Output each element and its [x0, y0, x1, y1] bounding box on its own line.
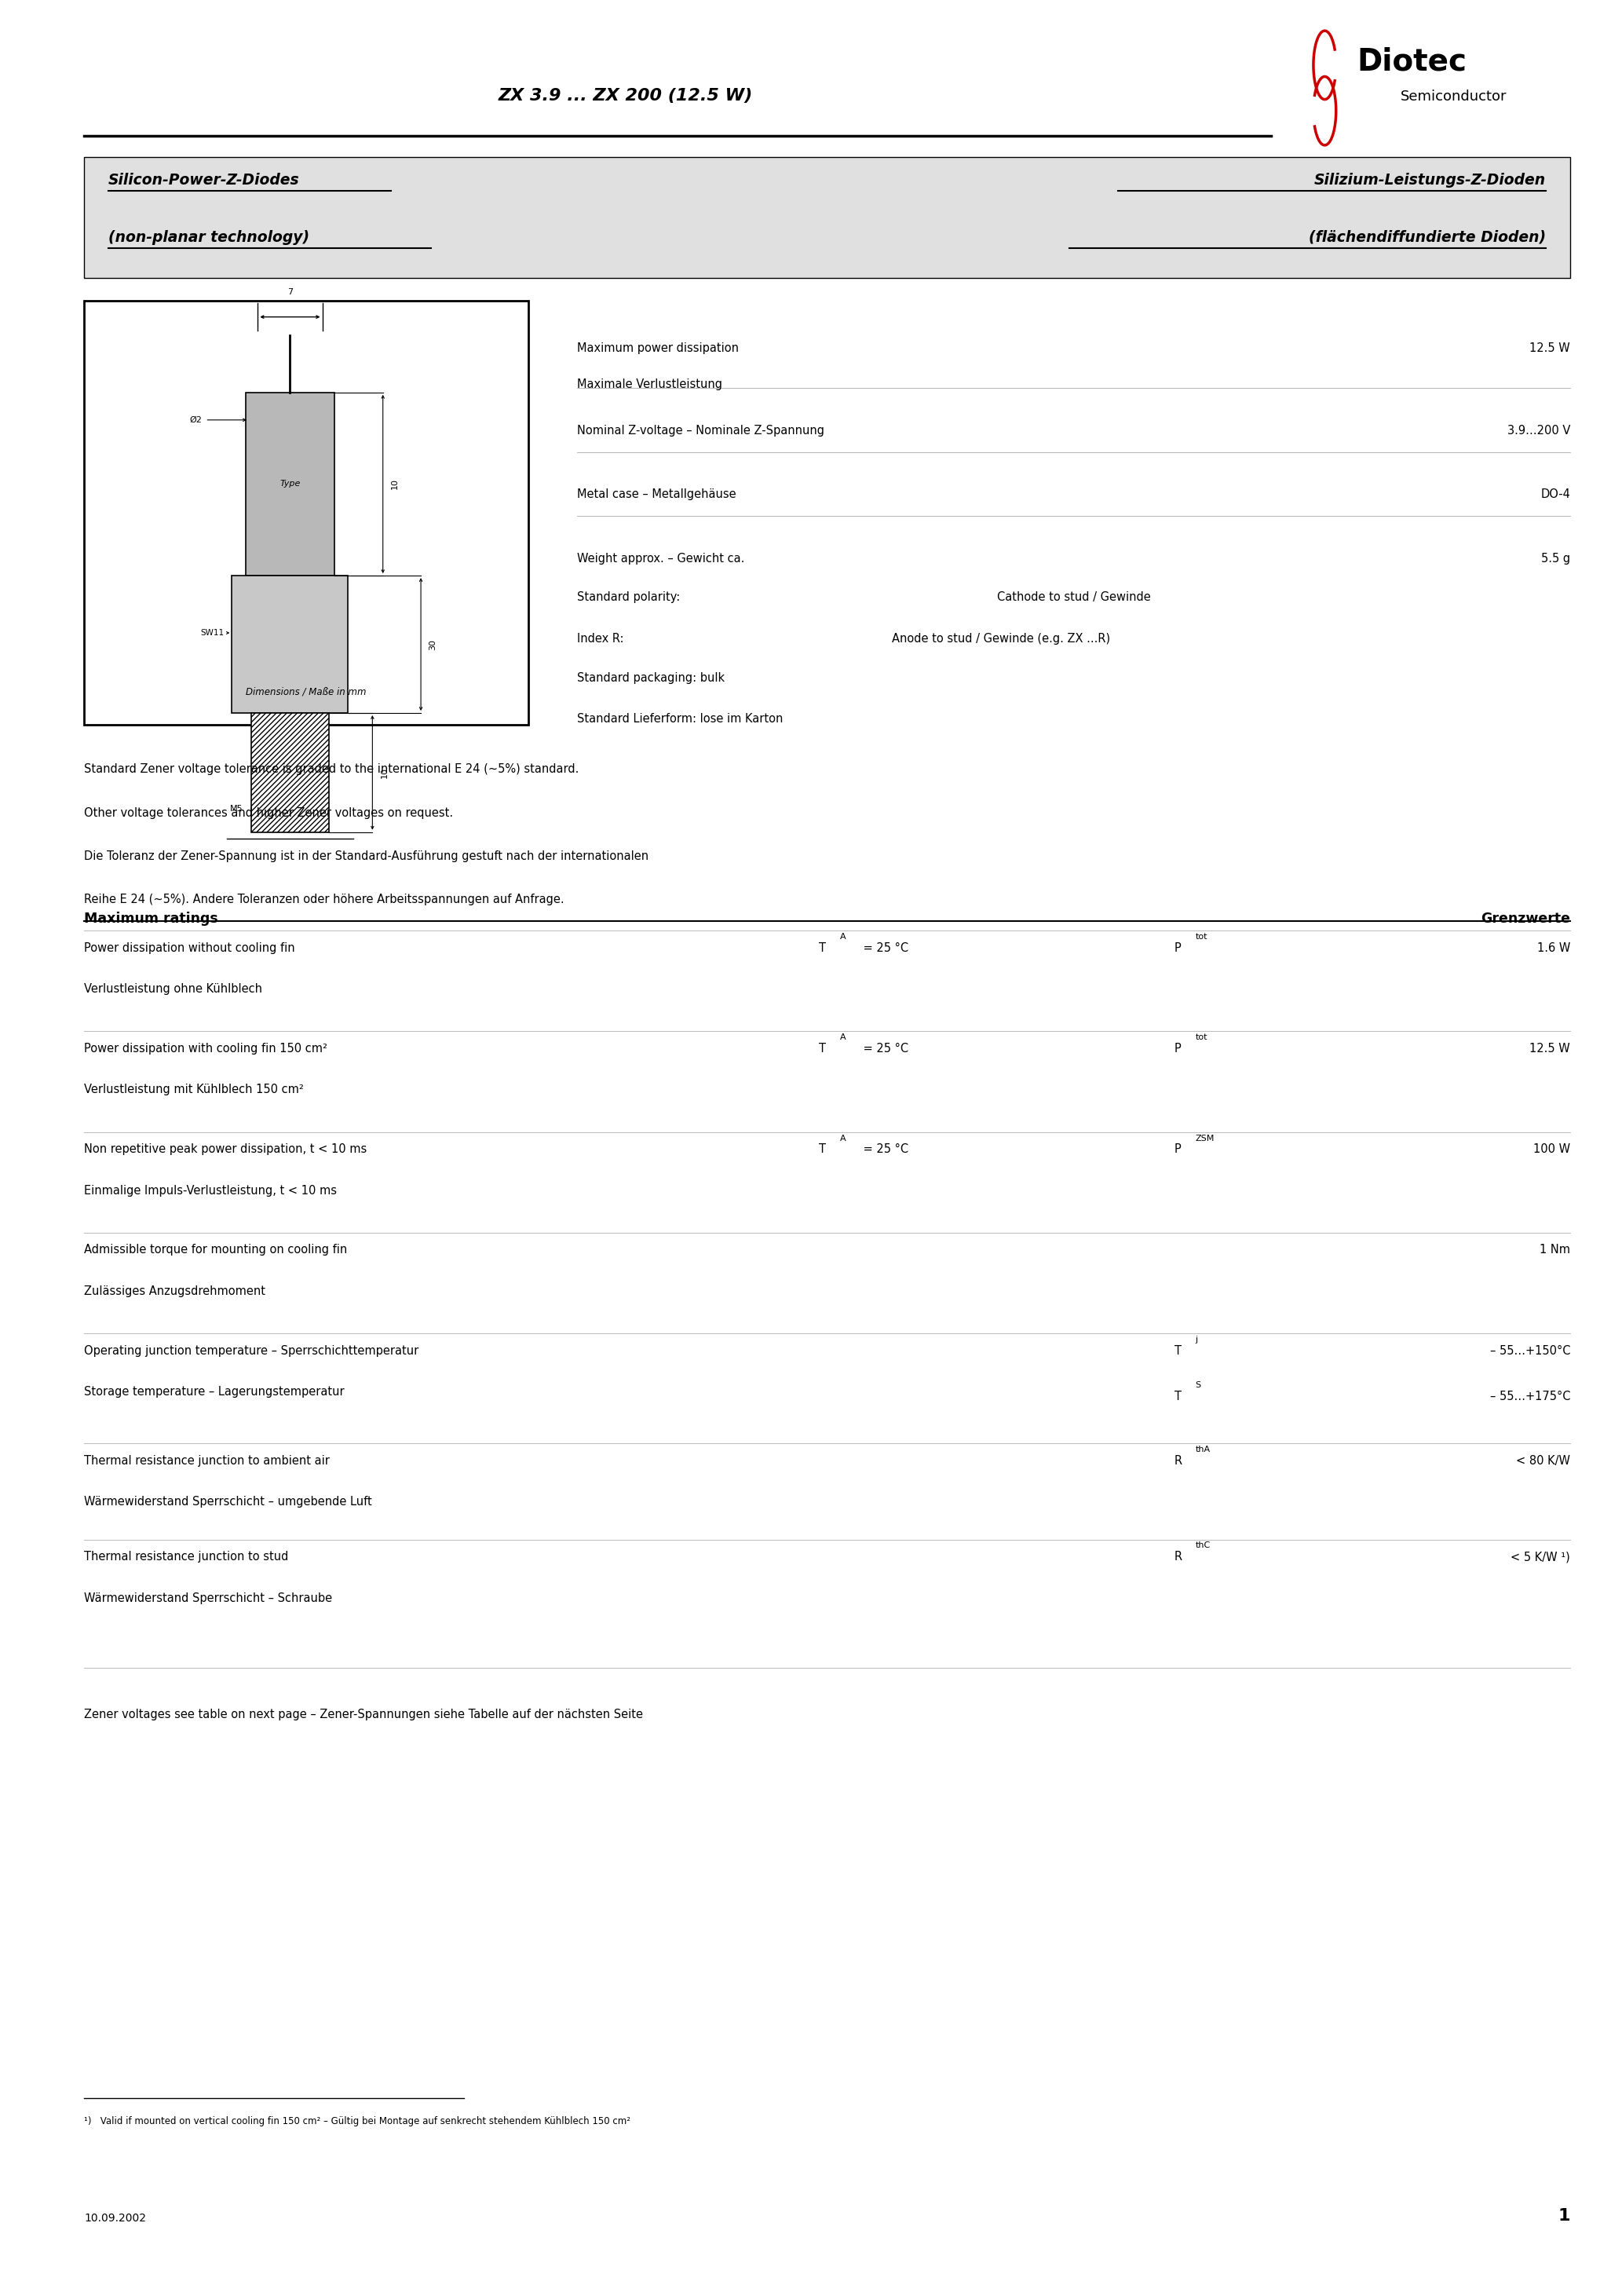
- Text: Standard packaging: bulk: Standard packaging: bulk: [577, 673, 725, 684]
- Text: ZSM: ZSM: [1195, 1134, 1215, 1141]
- Text: 100 W: 100 W: [1533, 1143, 1570, 1155]
- Bar: [84, 156, 1570, 278]
- Text: P: P: [1174, 941, 1181, 953]
- Text: T: T: [819, 941, 826, 953]
- Text: T: T: [819, 1042, 826, 1054]
- Text: (flächendiffundierte Dioden): (flächendiffundierte Dioden): [1309, 230, 1546, 246]
- Text: 12.5 W: 12.5 W: [1530, 1042, 1570, 1054]
- Text: 5.5 g: 5.5 g: [1541, 553, 1570, 565]
- Text: Standard Zener voltage tolerance is graded to the international E 24 (~5%) stand: Standard Zener voltage tolerance is grad…: [84, 762, 579, 776]
- Text: 1: 1: [1559, 2209, 1570, 2225]
- Text: Diotec: Diotec: [1358, 46, 1466, 76]
- Bar: [251, 714, 329, 831]
- Text: T: T: [1174, 1391, 1181, 1403]
- Text: Einmalige Impuls-Verlustleistung, t < 10 ms: Einmalige Impuls-Verlustleistung, t < 10…: [84, 1185, 337, 1196]
- Text: Semiconductor: Semiconductor: [1401, 90, 1507, 103]
- Text: (non-planar technology): (non-planar technology): [109, 230, 310, 246]
- Text: T: T: [819, 1143, 826, 1155]
- Text: tot: tot: [1195, 932, 1208, 941]
- Text: Admissible torque for mounting on cooling fin: Admissible torque for mounting on coolin…: [84, 1244, 347, 1256]
- Text: Standard polarity:: Standard polarity:: [577, 592, 680, 604]
- Text: ¹)   Valid if mounted on vertical cooling fin 150 cm² – Gültig bei Montage auf s: ¹) Valid if mounted on vertical cooling …: [84, 2117, 631, 2126]
- Text: Wärmewiderstand Sperrschicht – umgebende Luft: Wärmewiderstand Sperrschicht – umgebende…: [84, 1497, 371, 1508]
- Text: Maximum ratings: Maximum ratings: [84, 912, 217, 925]
- Text: Grenzwerte: Grenzwerte: [1481, 912, 1570, 925]
- Text: Type: Type: [279, 480, 300, 489]
- Text: tot: tot: [1195, 1033, 1208, 1042]
- Text: – 55…+150°C: – 55…+150°C: [1489, 1345, 1570, 1357]
- Text: 10.09.2002: 10.09.2002: [84, 2213, 146, 2225]
- Text: Maximum power dissipation: Maximum power dissipation: [577, 342, 738, 354]
- Text: = 25 °C: = 25 °C: [860, 1143, 908, 1155]
- Text: j: j: [1195, 1336, 1199, 1343]
- Text: A: A: [840, 1134, 847, 1141]
- Text: Reihe E 24 (~5%). Andere Toleranzen oder höhere Arbeitsspannungen auf Anfrage.: Reihe E 24 (~5%). Andere Toleranzen oder…: [84, 893, 564, 905]
- Text: Verlustleistung mit Kühlblech 150 cm²: Verlustleistung mit Kühlblech 150 cm²: [84, 1084, 303, 1095]
- Text: 7: 7: [287, 289, 294, 296]
- Text: Verlustleistung ohne Kühlblech: Verlustleistung ohne Kühlblech: [84, 983, 263, 994]
- Text: Metal case – Metallgehäuse: Metal case – Metallgehäuse: [577, 489, 736, 501]
- Text: Silizium-Leistungs-Z-Dioden: Silizium-Leistungs-Z-Dioden: [1314, 172, 1546, 188]
- Text: thA: thA: [1195, 1446, 1210, 1453]
- Text: 1.6 W: 1.6 W: [1538, 941, 1570, 953]
- Text: Anode to stud / Gewinde (e.g. ZX ...R): Anode to stud / Gewinde (e.g. ZX ...R): [892, 634, 1109, 645]
- Text: Index R:: Index R:: [577, 634, 623, 645]
- Text: SW11: SW11: [200, 629, 224, 636]
- Text: Power dissipation without cooling fin: Power dissipation without cooling fin: [84, 941, 295, 953]
- Text: 12.5 W: 12.5 W: [1530, 342, 1570, 354]
- Text: Other voltage tolerances and higher Zener voltages on request.: Other voltage tolerances and higher Zene…: [84, 806, 453, 820]
- Text: Ø2: Ø2: [190, 416, 203, 425]
- Text: = 25 °C: = 25 °C: [860, 1042, 908, 1054]
- Text: Zener voltages see table on next page – Zener-Spannungen siehe Tabelle auf der n: Zener voltages see table on next page – …: [84, 1708, 642, 1720]
- Text: T: T: [1174, 1345, 1181, 1357]
- Bar: [232, 576, 349, 714]
- Text: S: S: [1195, 1382, 1200, 1389]
- Bar: [84, 301, 529, 726]
- Text: 10: 10: [391, 478, 399, 489]
- Text: = 25 °C: = 25 °C: [860, 941, 908, 953]
- Text: 3.9…200 V: 3.9…200 V: [1507, 425, 1570, 436]
- Text: 10: 10: [381, 767, 388, 778]
- Bar: [245, 393, 334, 576]
- Text: 1 Nm: 1 Nm: [1539, 1244, 1570, 1256]
- Text: Wärmewiderstand Sperrschicht – Schraube: Wärmewiderstand Sperrschicht – Schraube: [84, 1591, 333, 1605]
- Text: < 5 K/W ¹): < 5 K/W ¹): [1510, 1550, 1570, 1564]
- Text: – 55…+175°C: – 55…+175°C: [1489, 1391, 1570, 1403]
- Text: Maximale Verlustleistung: Maximale Verlustleistung: [577, 379, 722, 390]
- Text: Silicon-Power-Z-Diodes: Silicon-Power-Z-Diodes: [109, 172, 300, 188]
- Text: A: A: [840, 1033, 847, 1042]
- Text: Thermal resistance junction to stud: Thermal resistance junction to stud: [84, 1550, 289, 1564]
- Text: P: P: [1174, 1042, 1181, 1054]
- Text: Cathode to stud / Gewinde: Cathode to stud / Gewinde: [998, 592, 1150, 604]
- Text: Storage temperature – Lagerungstemperatur: Storage temperature – Lagerungstemperatu…: [84, 1387, 344, 1398]
- Text: DO-4: DO-4: [1541, 489, 1570, 501]
- Text: Weight approx. – Gewicht ca.: Weight approx. – Gewicht ca.: [577, 553, 744, 565]
- Text: ZX 3.9 ... ZX 200 (12.5 W): ZX 3.9 ... ZX 200 (12.5 W): [498, 87, 753, 103]
- Text: < 80 K/W: < 80 K/W: [1517, 1456, 1570, 1467]
- Text: Nominal Z-voltage – Nominale Z-Spannung: Nominal Z-voltage – Nominale Z-Spannung: [577, 425, 824, 436]
- Text: Power dissipation with cooling fin 150 cm²: Power dissipation with cooling fin 150 c…: [84, 1042, 328, 1054]
- Text: R: R: [1174, 1550, 1182, 1564]
- Text: Dimensions / Maße in mm: Dimensions / Maße in mm: [247, 687, 367, 698]
- Text: thC: thC: [1195, 1543, 1210, 1550]
- Text: M5: M5: [230, 806, 243, 813]
- Text: Operating junction temperature – Sperrschichttemperatur: Operating junction temperature – Sperrsc…: [84, 1345, 418, 1357]
- Text: A: A: [840, 932, 847, 941]
- Text: 30: 30: [428, 638, 436, 650]
- Text: Zulässiges Anzugsdrehmoment: Zulässiges Anzugsdrehmoment: [84, 1286, 266, 1297]
- Text: Non repetitive peak power dissipation, t < 10 ms: Non repetitive peak power dissipation, t…: [84, 1143, 367, 1155]
- Text: Die Toleranz der Zener-Spannung ist in der Standard-Ausführung gestuft nach der : Die Toleranz der Zener-Spannung ist in d…: [84, 850, 649, 863]
- Text: R: R: [1174, 1456, 1182, 1467]
- Text: Thermal resistance junction to ambient air: Thermal resistance junction to ambient a…: [84, 1456, 329, 1467]
- Text: Standard Lieferform: lose im Karton: Standard Lieferform: lose im Karton: [577, 714, 783, 726]
- Text: P: P: [1174, 1143, 1181, 1155]
